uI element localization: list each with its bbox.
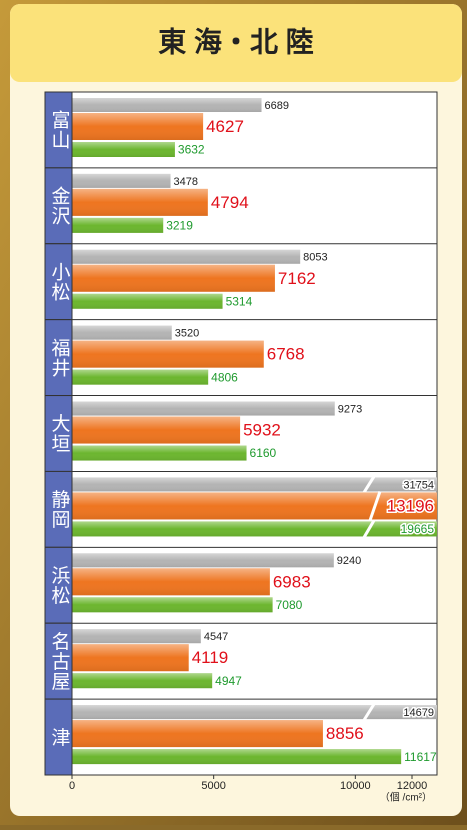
category-label: 浜松 bbox=[48, 565, 70, 605]
value-label: 3478 bbox=[174, 176, 198, 188]
bar-shine bbox=[72, 174, 171, 188]
value-label: 3632 bbox=[178, 143, 205, 157]
x-tick-label: 12000 bbox=[397, 780, 428, 792]
value-label: 3520 bbox=[175, 328, 199, 340]
bar-shine bbox=[72, 218, 163, 233]
chart: 東 海・北 陸 （個 /cm²） 富山 6689 46273632 金沢 3478 479… bbox=[0, 0, 467, 825]
x-tick-label: 10000 bbox=[340, 780, 371, 792]
bar-shine bbox=[72, 673, 212, 688]
value-label: 14679 bbox=[403, 707, 434, 719]
bar-shine bbox=[72, 521, 437, 536]
value-label: 4794 bbox=[211, 193, 249, 212]
value-label: 4119 bbox=[192, 648, 229, 667]
value-label: 7080 bbox=[276, 598, 303, 612]
value-label: 4947 bbox=[215, 674, 242, 688]
bar-shine bbox=[72, 477, 437, 491]
value-label: 9273 bbox=[338, 403, 362, 415]
bar-shine bbox=[72, 142, 175, 157]
bar-shine bbox=[72, 492, 437, 519]
bar-shine bbox=[72, 720, 323, 747]
bar-shine bbox=[72, 341, 264, 368]
value-label: 11617 bbox=[404, 750, 437, 764]
bar-shine bbox=[72, 553, 334, 567]
value-label: 4806 bbox=[211, 370, 238, 384]
bar-shine bbox=[72, 294, 223, 309]
bar-shine bbox=[72, 98, 262, 112]
category-label: 津 bbox=[48, 727, 70, 747]
category-label: 富山 bbox=[48, 110, 69, 150]
bar-shine bbox=[72, 265, 275, 292]
x-tick-label: 0 bbox=[69, 780, 75, 792]
bar-shine bbox=[72, 568, 270, 595]
bar-shine bbox=[72, 326, 172, 340]
value-label: 6160 bbox=[250, 446, 277, 460]
value-label: 9240 bbox=[337, 555, 361, 567]
value-label: 7162 bbox=[278, 269, 316, 288]
bar-shine bbox=[72, 417, 240, 444]
page: 東 海・北 陸 （個 /cm²） 富山 6689 46273632 金沢 3478 479… bbox=[0, 0, 467, 825]
value-label: 4627 bbox=[206, 117, 244, 136]
bar-shine bbox=[72, 250, 300, 264]
value-label: 4547 bbox=[204, 631, 228, 643]
bar-shine bbox=[72, 113, 203, 140]
value-label: 8856 bbox=[326, 724, 364, 743]
bar-shine bbox=[72, 402, 335, 416]
bar-shine bbox=[72, 597, 273, 612]
value-label: 6689 bbox=[265, 100, 289, 112]
value-label: 3219 bbox=[166, 219, 193, 233]
value-label: 19665 bbox=[401, 522, 435, 536]
bar-shine bbox=[72, 629, 201, 643]
bar-shine bbox=[72, 749, 401, 764]
value-label: 31754 bbox=[403, 479, 434, 491]
bar-shine bbox=[72, 446, 247, 461]
value-label: 6768 bbox=[267, 345, 305, 364]
value-label: 5314 bbox=[226, 294, 253, 308]
value-label: 8053 bbox=[303, 252, 327, 264]
category-label: 福井 bbox=[48, 337, 70, 377]
bar-shine bbox=[72, 370, 208, 385]
value-label: 13196 bbox=[387, 496, 434, 515]
value-label: 5932 bbox=[243, 421, 281, 440]
x-tick-label: 5000 bbox=[201, 780, 225, 792]
category-label: 大垣 bbox=[48, 413, 70, 453]
x-unit: （個 /cm²） bbox=[380, 791, 432, 804]
category-label: 小松 bbox=[48, 261, 70, 301]
category-label: 金沢 bbox=[48, 186, 70, 226]
category-label: 静岡 bbox=[48, 489, 70, 529]
category-label: 名古屋 bbox=[48, 631, 70, 691]
bar-shine bbox=[72, 705, 437, 719]
bar-shine bbox=[72, 644, 189, 671]
bar-shine bbox=[72, 189, 208, 216]
chart-title: 東 海・北 陸 bbox=[158, 26, 314, 57]
value-label: 6983 bbox=[273, 572, 311, 591]
